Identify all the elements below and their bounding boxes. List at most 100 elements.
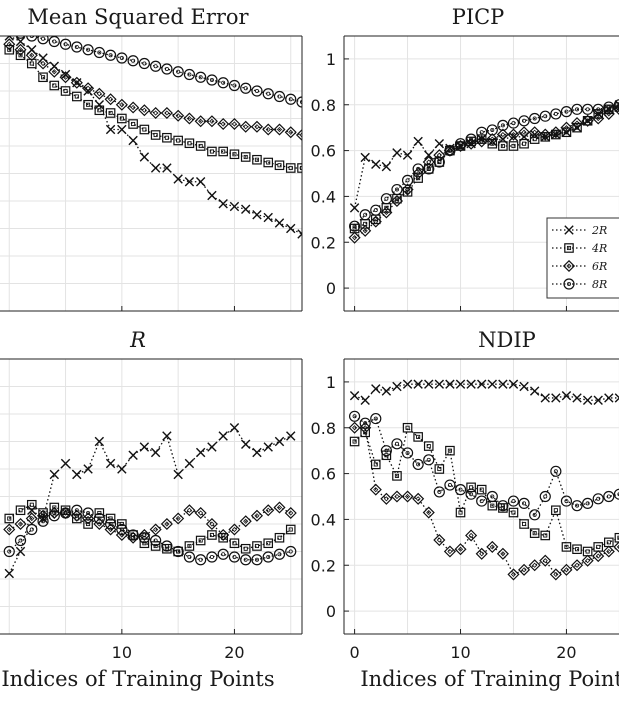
- mse-point-2R-11-b: [128, 135, 138, 146]
- r-point-4R-7: [83, 519, 93, 529]
- picp-point-8R-18-inner: [543, 114, 548, 119]
- ndip-point-8R-22: [582, 497, 594, 509]
- mse-point-8R-14-inner: [164, 67, 169, 72]
- mse-point-8R-12: [138, 57, 150, 70]
- mse-point-6R-16-inner: [186, 115, 192, 122]
- mse-point-4R-32: [365, 172, 373, 180]
- picp-point-6R-16-inner: [521, 129, 527, 135]
- ndip-point-8R-4: [391, 438, 403, 450]
- mse-point-4R-7-inner: [86, 102, 91, 107]
- mse-point-6R-5-inner: [62, 74, 69, 80]
- ndip-point-8R-3: [380, 445, 392, 457]
- mse-point-8R-0: [8, 36, 11, 37]
- ndip-point-4R-24-inner: [606, 540, 611, 545]
- mse-point-4R-0-inner: [7, 47, 12, 52]
- picp-point-6R-5-inner: [404, 186, 411, 193]
- mse-point-8R-1: [15, 36, 26, 39]
- picp-point-8R-2-inner: [373, 208, 378, 213]
- mse-point-8R-12-inner: [142, 61, 147, 66]
- mse-point-6R-7-inner: [85, 85, 91, 91]
- mse-point-6R-3-inner: [40, 60, 46, 67]
- ndip-point-6R-12-inner: [479, 551, 485, 557]
- mse-point-6R-11-inner: [130, 104, 136, 111]
- ndip-point-4R-21-inner: [574, 547, 580, 552]
- ndip-point-4R-6-inner: [416, 434, 421, 439]
- r-point-6R-18-inner: [209, 521, 215, 527]
- r-point-6R-3-inner: [40, 513, 46, 519]
- ndip-point-6R-5-inner: [404, 493, 411, 500]
- panel-r: 10 20 R Indices of Training Points: [0, 328, 303, 691]
- ndip-point-2R-8-b: [434, 379, 445, 389]
- r-point-4R-14-inner: [164, 546, 169, 551]
- ndip-point-2R-1-b: [360, 395, 370, 405]
- r-point-4R-2-inner: [29, 502, 34, 507]
- r-point-6R-0: [3, 523, 16, 536]
- ndip-point-8R-8-inner: [437, 489, 442, 494]
- mse-point-4R-2-inner: [29, 61, 34, 66]
- mse-point-6R-9-inner: [108, 96, 114, 102]
- r-point-2R-14-b: [162, 431, 172, 441]
- picp-series-group: [348, 99, 619, 244]
- picp-point-2R-2-b: [371, 159, 381, 170]
- mse-point-8R-10-inner: [119, 56, 124, 61]
- r-point-8R-11: [127, 529, 139, 541]
- ndip-line-4R: [354, 426, 619, 553]
- mse-point-4R-12: [139, 124, 150, 135]
- mse-point-8R-16: [183, 68, 196, 81]
- mse-point-8R-24-inner: [277, 94, 282, 99]
- r-point-4R-15: [173, 546, 183, 557]
- ndip-point-6R-23-inner: [595, 553, 601, 559]
- mse-point-2R-23-b: [263, 212, 273, 223]
- r-point-4R-6-inner: [74, 516, 79, 521]
- mse-point-4R-29-inner: [334, 172, 337, 175]
- mse-point-2R-10-b: [117, 124, 127, 135]
- mse-point-4R-14: [162, 132, 172, 143]
- picp-point-6R-17: [528, 126, 541, 139]
- r-point-6R-4: [48, 506, 61, 520]
- r-point-2R-25-b: [286, 431, 296, 441]
- mse-point-8R-23-inner: [266, 91, 271, 96]
- picp-point-4R-13: [487, 138, 498, 149]
- picp-point-8R-24: [603, 101, 615, 113]
- picp-point-8R-7-inner: [426, 166, 431, 171]
- r-point-8R-23-inner: [266, 555, 271, 560]
- mse-point-8R-3-inner: [41, 36, 46, 41]
- ndip-point-6R-0: [348, 421, 361, 434]
- ndip-point-8R-13-inner: [490, 494, 495, 499]
- picp-point-8R-13-inner: [490, 127, 495, 132]
- mse-point-4R-9-inner: [108, 110, 113, 116]
- mse-point-6R-4: [48, 65, 61, 78]
- ndip-point-8R-2: [370, 412, 382, 425]
- mse-point-4R-23: [263, 157, 274, 168]
- r-point-8R-24-inner: [277, 552, 282, 557]
- ndip-point-6R-16: [518, 563, 531, 576]
- mse-point-4R-4-inner: [52, 83, 57, 88]
- mse-point-2R-25-b: [286, 223, 296, 234]
- r-point-2R-15-b: [173, 469, 183, 480]
- ndip-point-2R-3-b: [381, 386, 392, 396]
- mse-point-4R-13: [150, 130, 161, 140]
- mse-point-4R-29: [332, 169, 340, 177]
- mse-point-8R-9-inner: [108, 53, 113, 58]
- picp-point-4R-3-inner: [384, 205, 389, 210]
- mse-point-6R-10-inner: [119, 102, 125, 108]
- picp-ytick-label: 0.8: [311, 96, 336, 115]
- r-point-6R-17: [194, 506, 207, 520]
- ndip-point-8R-9: [444, 479, 456, 491]
- mse-point-4R-19-inner: [221, 149, 226, 154]
- ndip-point-4R-24: [604, 537, 614, 548]
- ndip-point-4R-10: [455, 507, 466, 518]
- ndip-point-8R-17-inner: [532, 512, 537, 517]
- mse-point-6R-30: [342, 141, 352, 151]
- ndip-ytick-label: 0.6: [311, 465, 336, 484]
- ndip-point-4R-5-inner: [405, 425, 410, 430]
- mse-point-6R-20-inner: [231, 121, 238, 127]
- r-point-6R-1-inner: [17, 521, 24, 527]
- picp-point-8R-11: [465, 133, 477, 145]
- picp-point-8R-11-inner: [469, 137, 474, 142]
- picp-point-6R-18-inner: [542, 131, 548, 138]
- picp-point-6R-19: [549, 126, 562, 139]
- mse-point-8R-20-inner: [232, 83, 237, 88]
